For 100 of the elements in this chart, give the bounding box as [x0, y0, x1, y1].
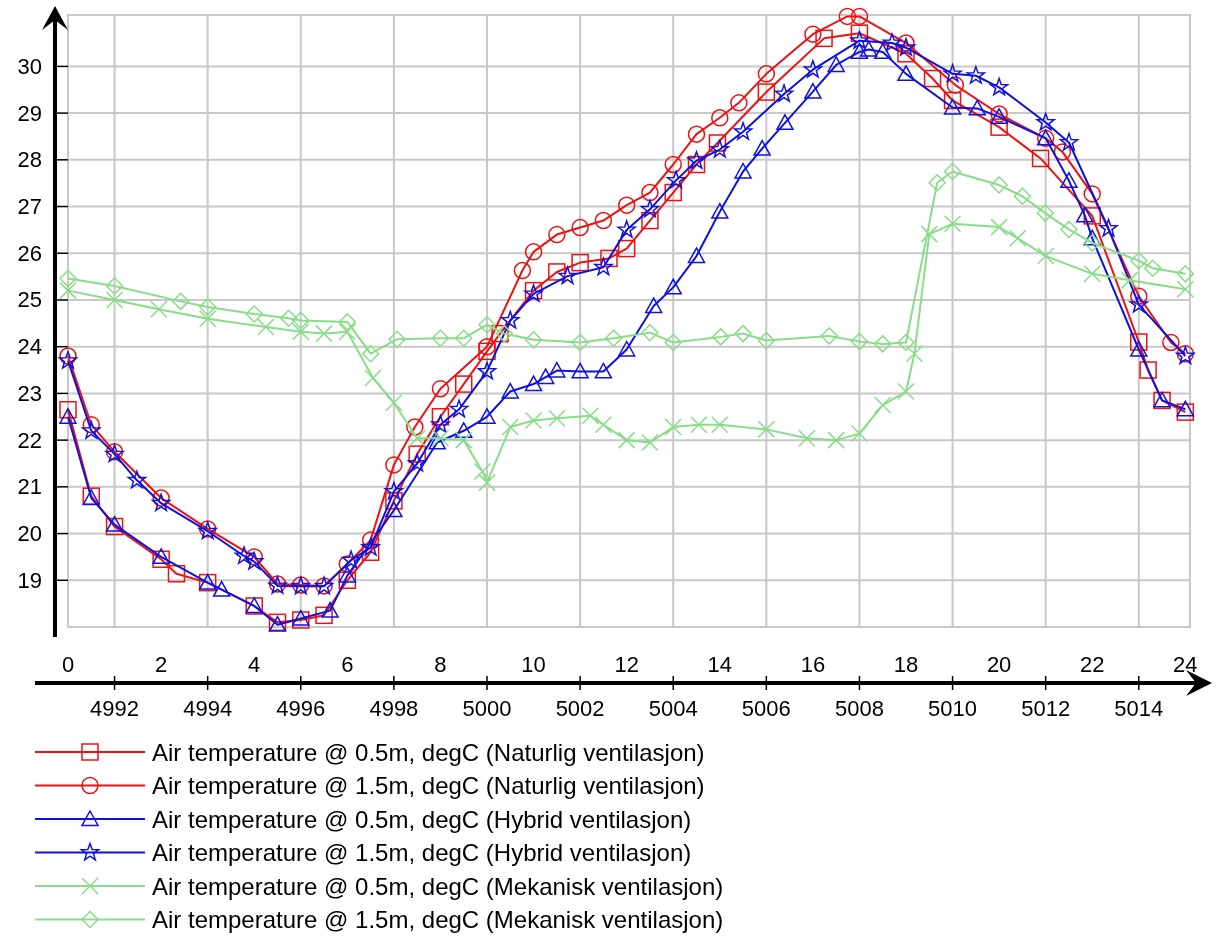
point [1083, 185, 1101, 203]
point [292, 323, 310, 341]
point [385, 456, 403, 474]
point [897, 65, 915, 82]
point [664, 183, 682, 202]
point [1083, 229, 1101, 246]
point [105, 291, 124, 309]
point [946, 76, 965, 94]
point [431, 429, 450, 448]
point [279, 309, 298, 327]
x2-tick-label: 5014 [1114, 696, 1164, 721]
x2-tick-label: 5012 [1021, 696, 1071, 721]
point [1176, 265, 1195, 283]
point [244, 551, 264, 570]
point [827, 56, 845, 73]
point [361, 344, 380, 363]
point [388, 330, 406, 348]
point [1162, 333, 1180, 352]
point [478, 473, 496, 492]
point [58, 350, 78, 369]
y-tick-label: 27 [17, 194, 42, 220]
point [989, 77, 1009, 96]
point [664, 155, 682, 174]
x2-tick-label: 4996 [276, 696, 326, 721]
point [920, 225, 939, 243]
point [1130, 287, 1148, 305]
point [594, 257, 613, 276]
point [923, 69, 942, 88]
point [431, 414, 450, 433]
point [571, 362, 589, 379]
point [198, 309, 217, 328]
point [82, 415, 101, 434]
point [1176, 280, 1195, 298]
point [1099, 218, 1118, 237]
point [966, 65, 986, 84]
point [495, 324, 513, 343]
point [1083, 207, 1101, 225]
point [338, 571, 357, 590]
point [212, 580, 231, 597]
x2-tick-label: 5008 [834, 696, 884, 721]
x-tick-label: 16 [800, 652, 826, 677]
x-tick-label: 8 [434, 652, 447, 677]
point [59, 281, 77, 300]
point [798, 429, 816, 448]
point [501, 382, 520, 399]
point [594, 362, 613, 379]
point [59, 408, 77, 424]
point [581, 407, 600, 425]
x-tick-label: 0 [61, 652, 75, 677]
point [733, 122, 753, 140]
point [59, 401, 77, 419]
point [234, 546, 254, 565]
point [1139, 361, 1157, 379]
point [431, 379, 450, 398]
point [943, 64, 962, 82]
x2-tick-label: 5006 [741, 696, 791, 721]
point [1008, 229, 1027, 248]
point [408, 445, 426, 463]
point [478, 342, 496, 361]
point [81, 421, 101, 439]
point [477, 361, 497, 380]
point [943, 98, 962, 115]
point [1053, 143, 1072, 161]
point [1083, 265, 1101, 283]
x-tick-label: 22 [1079, 652, 1105, 677]
point [1144, 259, 1162, 277]
point [943, 162, 962, 181]
point [641, 433, 659, 452]
point [815, 29, 833, 48]
point [127, 470, 147, 489]
point [990, 176, 1008, 194]
point [385, 394, 403, 412]
point [757, 420, 776, 439]
legend-label: Air temperature @ 1.5m, degC (Mekanisk ventilasjon) [152, 906, 724, 933]
point [804, 25, 822, 43]
x-tick-label: 2 [154, 652, 168, 677]
point [757, 331, 776, 350]
point [711, 415, 729, 434]
point [571, 253, 589, 272]
point [501, 418, 520, 436]
point [152, 550, 170, 569]
point [641, 323, 659, 342]
point [928, 173, 946, 192]
point [850, 332, 869, 351]
point [617, 196, 636, 214]
point [644, 297, 663, 314]
point [617, 239, 636, 258]
point [361, 537, 380, 556]
point [897, 45, 915, 63]
point [171, 292, 190, 311]
point [59, 347, 77, 365]
point [803, 59, 823, 78]
x-tick-label: 4 [248, 652, 261, 677]
point [838, 7, 857, 26]
point [687, 155, 706, 174]
point [664, 418, 682, 436]
point [968, 99, 986, 116]
point [338, 313, 357, 331]
point [478, 315, 496, 334]
point [640, 199, 660, 218]
